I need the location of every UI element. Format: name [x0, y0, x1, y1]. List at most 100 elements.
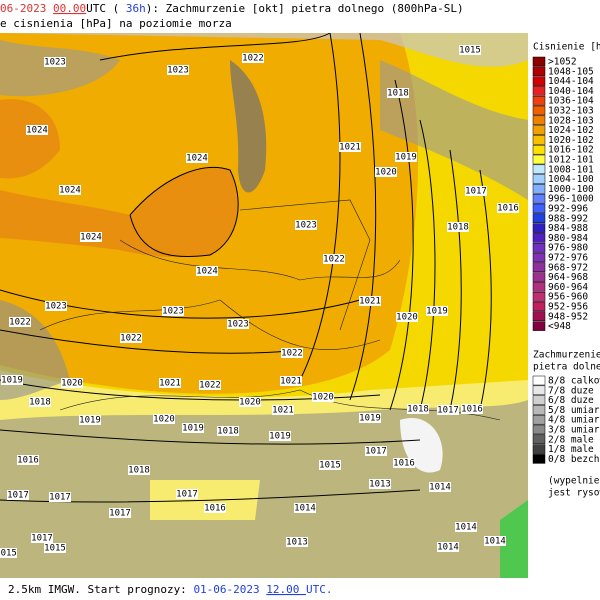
isobar — [349, 32, 377, 401]
isobar-label: 1023 — [167, 66, 189, 76]
header-segment: ): Zachmurzenie [okt] pietra dolnego (80… — [146, 2, 464, 15]
isobar-label: 1017 — [109, 509, 131, 519]
legend-label: 3/8 umiar — [548, 425, 600, 436]
isobar-label: 1018 — [387, 89, 409, 99]
isobar-label: 1014 — [437, 543, 459, 553]
legend-swatch — [532, 291, 546, 302]
header-segment: 36h — [126, 2, 146, 15]
isobar-label-bg — [204, 503, 226, 513]
isobar-label-bg — [365, 446, 387, 456]
legend-swatch — [532, 76, 546, 86]
legend-swatch — [532, 125, 546, 135]
isobar-label-bg — [242, 53, 264, 63]
isobar-label: 1024 — [80, 233, 102, 243]
isobar-label: 1023 — [295, 221, 317, 231]
legend-label: 960-964 — [548, 282, 588, 293]
legend-swatch — [532, 434, 546, 445]
isobar-label: 1022 — [242, 54, 264, 64]
footer-bg — [0, 578, 600, 600]
isobar-label: 1016 — [204, 504, 226, 514]
legend-swatch — [532, 95, 546, 106]
isobar-label-bg — [9, 317, 31, 327]
cloud-patch — [0, 40, 120, 97]
legend-label: 948-952 — [548, 311, 588, 322]
legend-label: 1028-103 — [548, 115, 594, 126]
legend-swatch — [532, 454, 546, 464]
legend-label: 6/8 duze — [548, 395, 594, 406]
border — [239, 199, 371, 331]
isobar-label-bg — [484, 536, 506, 546]
legend-swatch — [532, 311, 546, 322]
isobar-label: 1019 — [359, 414, 381, 424]
isobar-label-bg — [182, 423, 204, 433]
isobar-label: 1021 — [272, 406, 294, 416]
legend-swatch — [532, 282, 546, 292]
isobar-label-bg — [455, 522, 477, 532]
isobar-label: 1019 — [79, 416, 101, 426]
isobar-label-bg — [217, 426, 239, 436]
legend-label: <948 — [548, 321, 571, 332]
isobar-label-bg — [295, 220, 317, 230]
isobar-label: 1020 — [61, 379, 83, 389]
isobar-label-bg — [465, 186, 487, 196]
isobar-label-bg — [461, 404, 483, 414]
legend-swatch — [532, 164, 546, 175]
legend-swatch — [532, 213, 546, 224]
isobar-label: 1016 — [17, 456, 39, 466]
isobar-label: 1019 — [269, 432, 291, 442]
isobar-label-bg — [26, 125, 48, 135]
isobar-label: 1021 — [359, 297, 381, 307]
isobar-label-bg — [196, 266, 218, 276]
legend-swatch — [532, 144, 546, 155]
legend-label: 1008-101 — [548, 164, 594, 175]
isobar — [419, 119, 436, 411]
isobar-label-bg — [29, 397, 51, 407]
isobar-label-bg — [312, 392, 334, 402]
legend-label: 0/8 bezch — [548, 454, 599, 465]
isobar-label: 1013 — [369, 480, 391, 490]
isobar-label-bg — [294, 503, 316, 513]
legend-swatch — [532, 184, 546, 194]
isobar — [99, 32, 331, 61]
isobar-label: 1024 — [196, 267, 218, 277]
footer-segment: 2.5km IMGW. Start prognozy: — [8, 583, 193, 596]
isobar-label: 1020 — [312, 393, 334, 403]
isobar — [299, 32, 341, 381]
legend-swatch — [532, 405, 546, 415]
legend: Cisnienie [hP >10521048-1051044-1041040-1… — [529, 33, 600, 578]
legend-swatch — [532, 385, 546, 396]
legend-label: 956-960 — [548, 292, 588, 303]
isobar-label-bg — [393, 458, 415, 468]
isobar-label-bg — [396, 312, 418, 322]
isobar-label-bg — [227, 319, 249, 329]
footer-segment: 01-06-2023 — [193, 583, 266, 596]
isobar-label-bg — [387, 88, 409, 98]
isobar-label: 1024 — [59, 186, 81, 196]
isobar-label-bg — [459, 45, 481, 55]
isobar-label-bg — [429, 482, 451, 492]
legend-label: 1024-102 — [548, 125, 594, 136]
legend-swatch — [532, 86, 546, 96]
legend-swatch — [532, 135, 546, 145]
legend-label: 1036-104 — [548, 96, 594, 107]
isobar-label: 1022 — [323, 255, 345, 265]
legend-swatch — [532, 301, 546, 312]
isobar-label-bg — [199, 380, 221, 390]
isobar-label-bg — [45, 301, 67, 311]
legend-swatch — [532, 272, 546, 282]
legend-label: 8/8 calkow — [548, 376, 600, 387]
legend-title: Zachmurzenie — [533, 350, 600, 361]
isobar-label-bg — [437, 542, 459, 552]
legend-note: (wypelnienie — [548, 476, 600, 487]
isobar-label: 1020 — [375, 168, 397, 178]
isobar-label-bg — [7, 490, 29, 500]
legend-swatch — [532, 242, 546, 253]
isobar-label: 1023 — [227, 320, 249, 330]
isobar-label-bg — [17, 455, 39, 465]
isobar-label-bg — [437, 405, 459, 415]
legend-swatch — [532, 154, 546, 165]
legend-title: pietra dolneg — [533, 362, 600, 373]
isobar-label-bg — [167, 65, 189, 75]
isobar — [0, 429, 421, 445]
